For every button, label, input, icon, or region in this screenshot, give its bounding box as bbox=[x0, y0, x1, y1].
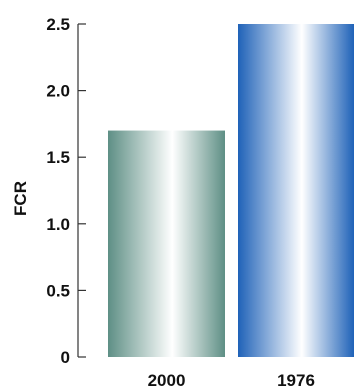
y-tick-label: 2.0 bbox=[46, 82, 70, 101]
y-tick-label: 1.5 bbox=[46, 148, 70, 167]
x-tick-label-2000: 2000 bbox=[148, 371, 186, 390]
x-axis-ticks: 2000 1976 bbox=[148, 371, 315, 390]
y-axis-title: FCR bbox=[11, 181, 30, 216]
y-tick-label: 2.5 bbox=[46, 15, 70, 34]
bar-1976 bbox=[238, 24, 354, 357]
bar-2000 bbox=[108, 130, 225, 357]
y-axis-ticks: 0 0.5 1.0 1.5 2.0 2.5 bbox=[46, 15, 86, 367]
x-tick-label-1976: 1976 bbox=[277, 371, 315, 390]
bars-layer bbox=[108, 24, 354, 357]
y-tick-label: 1.0 bbox=[46, 215, 70, 234]
y-tick-label: 0 bbox=[61, 348, 70, 367]
y-tick-label: 0.5 bbox=[46, 281, 70, 300]
